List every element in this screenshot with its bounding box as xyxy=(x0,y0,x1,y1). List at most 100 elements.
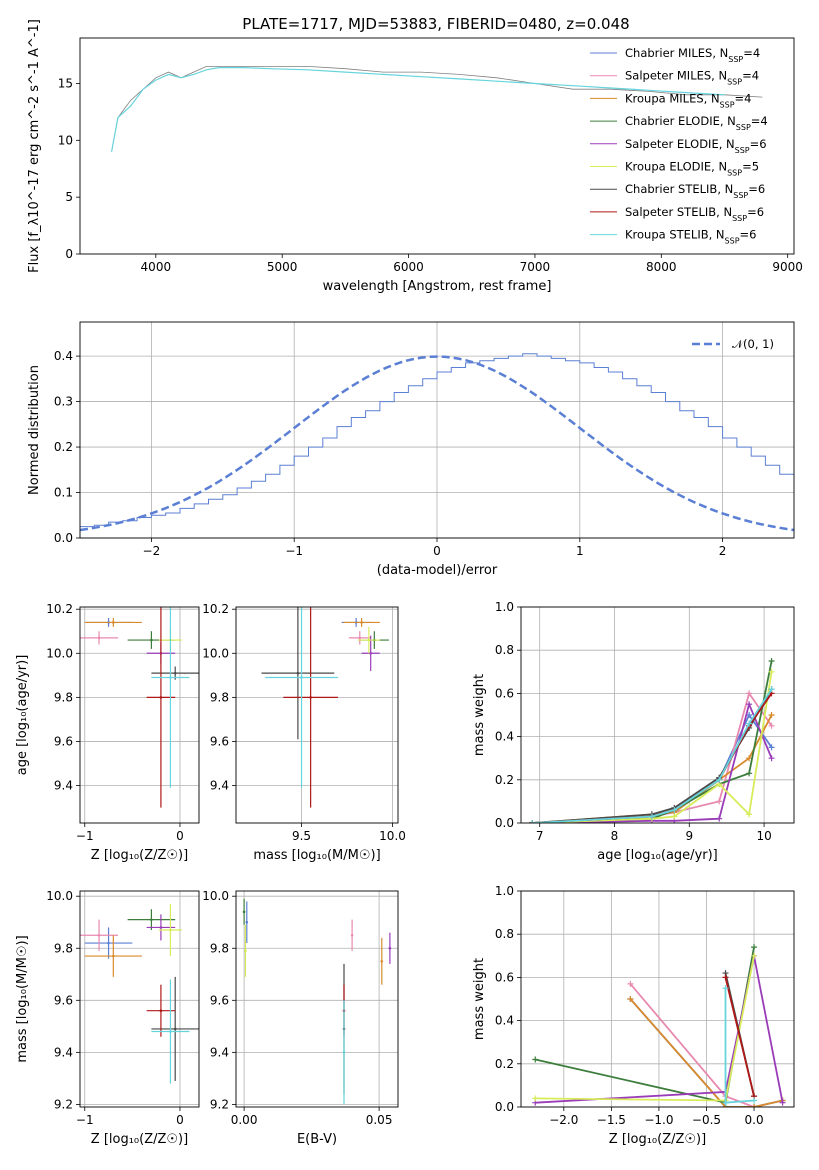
y-tick-label: 10.2 xyxy=(46,602,73,616)
x-tick-label: 10.0 xyxy=(379,829,406,843)
legend-nssp: =4 xyxy=(751,114,768,128)
x-tick-label: 10 xyxy=(756,829,771,843)
weight-point xyxy=(627,996,634,1002)
chart-age-Z: −1 0 9.4 9.6 9.8 10.0 10.2 Z [log₁₀(Z/Z☉)] age [… xyxy=(15,602,200,863)
legend-entry: Kroupa MILES, NSSP=4 xyxy=(625,91,751,109)
spectrum-line-data xyxy=(111,66,763,152)
x-axis-label: E(B-V) xyxy=(297,1132,337,1147)
weight-point xyxy=(746,755,753,762)
data-point xyxy=(112,621,115,624)
y-tick-label: 10.0 xyxy=(46,646,73,660)
weight-point xyxy=(532,1095,539,1102)
plot-frame xyxy=(79,606,200,824)
normal-curve xyxy=(80,355,794,532)
plot-area xyxy=(80,607,199,808)
legend-entry: Chabrier MILES, NSSP=4 xyxy=(625,46,760,64)
legend-nssp: =6 xyxy=(750,137,767,151)
x-tick-label: 8 xyxy=(611,829,619,843)
y-tick-label: 9.4 xyxy=(210,1045,229,1059)
data-point xyxy=(97,933,101,937)
x-tick-label: 4000 xyxy=(141,260,172,274)
data-point xyxy=(244,949,247,953)
weight-point xyxy=(716,798,723,805)
weight-point xyxy=(648,813,655,820)
weight-point xyxy=(768,712,775,718)
x-tick-label: 1 xyxy=(576,544,584,558)
x-axis-label: Z [log₁₀(Z/Z☉)] xyxy=(91,848,188,863)
x-tick-label: −1 xyxy=(76,829,94,843)
weight-point xyxy=(671,807,678,814)
legend-subscript: SSP xyxy=(736,123,751,132)
legend-entry: Kroupa STELIB, NSSP=6 xyxy=(625,228,756,246)
x-tick-label: 0.0 xyxy=(745,1113,764,1127)
weight-point xyxy=(768,744,775,751)
weight-line xyxy=(724,977,755,1097)
y-tick-label: 0.2 xyxy=(495,1057,514,1071)
y-tick-label: 0.4 xyxy=(495,730,514,744)
y-tick-label: 1.0 xyxy=(495,884,514,898)
legend-nssp: =6 xyxy=(740,228,757,242)
y-tick-label: 1.0 xyxy=(495,600,514,614)
weight-line xyxy=(532,671,773,823)
weight-point xyxy=(751,1097,758,1104)
x-tick-label: 9.5 xyxy=(292,829,311,843)
legend-nssp: =4 xyxy=(735,91,752,105)
data-point xyxy=(350,933,354,937)
weight-point xyxy=(751,952,758,959)
y-tick-label: 9.6 xyxy=(210,993,229,1007)
weight-point xyxy=(716,776,723,783)
y-tick-label: 9.8 xyxy=(54,941,73,955)
x-tick-label: 7 xyxy=(536,829,544,843)
x-tick-label: 0 xyxy=(176,1113,184,1127)
chart-age-mass: 9.5 10.0 9.4 9.6 9.8 10.0 10.2 mass [log₁₀(M/M☉… xyxy=(202,602,406,863)
chart-mass-Z: −1 0 9.2 9.4 9.6 9.8 10.0 Z [log₁₀(Z/Z☉)] mass [… xyxy=(15,889,200,1147)
weight-point xyxy=(671,813,678,820)
weight-point xyxy=(746,770,753,777)
data-point xyxy=(300,676,303,679)
weight-point xyxy=(768,658,775,664)
y-axis-label: age [log₁₀(age/yr)] xyxy=(15,655,30,776)
weight-point xyxy=(746,811,753,818)
y-tick-label: 9.2 xyxy=(210,1097,229,1111)
y-tick-label: 0.2 xyxy=(54,440,73,454)
plots-container: 4000 5000 6000 7000 8000 9000051015wavelength… xyxy=(15,19,803,1147)
x-tick-label: 0.00 xyxy=(231,1113,258,1127)
legend: Chabrier MILES, NSSP=4 Salpeter MILES, NS… xyxy=(590,46,768,245)
residual-histogram xyxy=(80,353,794,528)
data-point xyxy=(342,1051,346,1054)
x-tick-label: 0 xyxy=(433,544,441,558)
y-tick-label: 9.8 xyxy=(54,690,73,704)
legend-nssp: =6 xyxy=(748,182,765,196)
data-point xyxy=(159,696,163,699)
data-point xyxy=(309,696,312,699)
y-tick-label: 5 xyxy=(65,190,73,204)
y-tick-label: 9.6 xyxy=(210,734,229,748)
x-tick-label: 0.05 xyxy=(366,1113,393,1127)
data-point xyxy=(150,638,153,642)
weight-line xyxy=(724,988,755,1104)
data-point xyxy=(107,941,110,945)
legend: 𝒩(0, 1) xyxy=(692,337,774,351)
weight-point xyxy=(532,1056,539,1063)
legend-entry: Salpeter STELIB, NSSP=6 xyxy=(625,205,764,223)
y-tick-label: 10.2 xyxy=(202,602,229,616)
y-tick-label: 0.1 xyxy=(54,486,73,500)
x-axis-label: mass [log₁₀(M/M☉)] xyxy=(253,848,380,863)
data-point xyxy=(159,926,163,929)
plot-area xyxy=(111,66,763,152)
weight-point xyxy=(768,668,775,675)
legend-nssp: =4 xyxy=(743,46,760,60)
data-point xyxy=(296,671,300,675)
data-point xyxy=(360,621,363,624)
y-tick-label: 0.6 xyxy=(495,970,514,984)
x-tick-label: 2 xyxy=(719,544,727,558)
x-tick-label: −0.5 xyxy=(692,1113,721,1127)
plot-area xyxy=(80,353,794,532)
y-tick-label: 0 xyxy=(65,247,73,261)
weight-line xyxy=(532,713,773,823)
y-tick-label: 10.0 xyxy=(46,889,73,903)
legend-entry: Salpeter ELODIE, NSSP=6 xyxy=(625,137,767,155)
y-tick-label: 0.3 xyxy=(54,395,73,409)
weight-point xyxy=(779,1099,786,1106)
